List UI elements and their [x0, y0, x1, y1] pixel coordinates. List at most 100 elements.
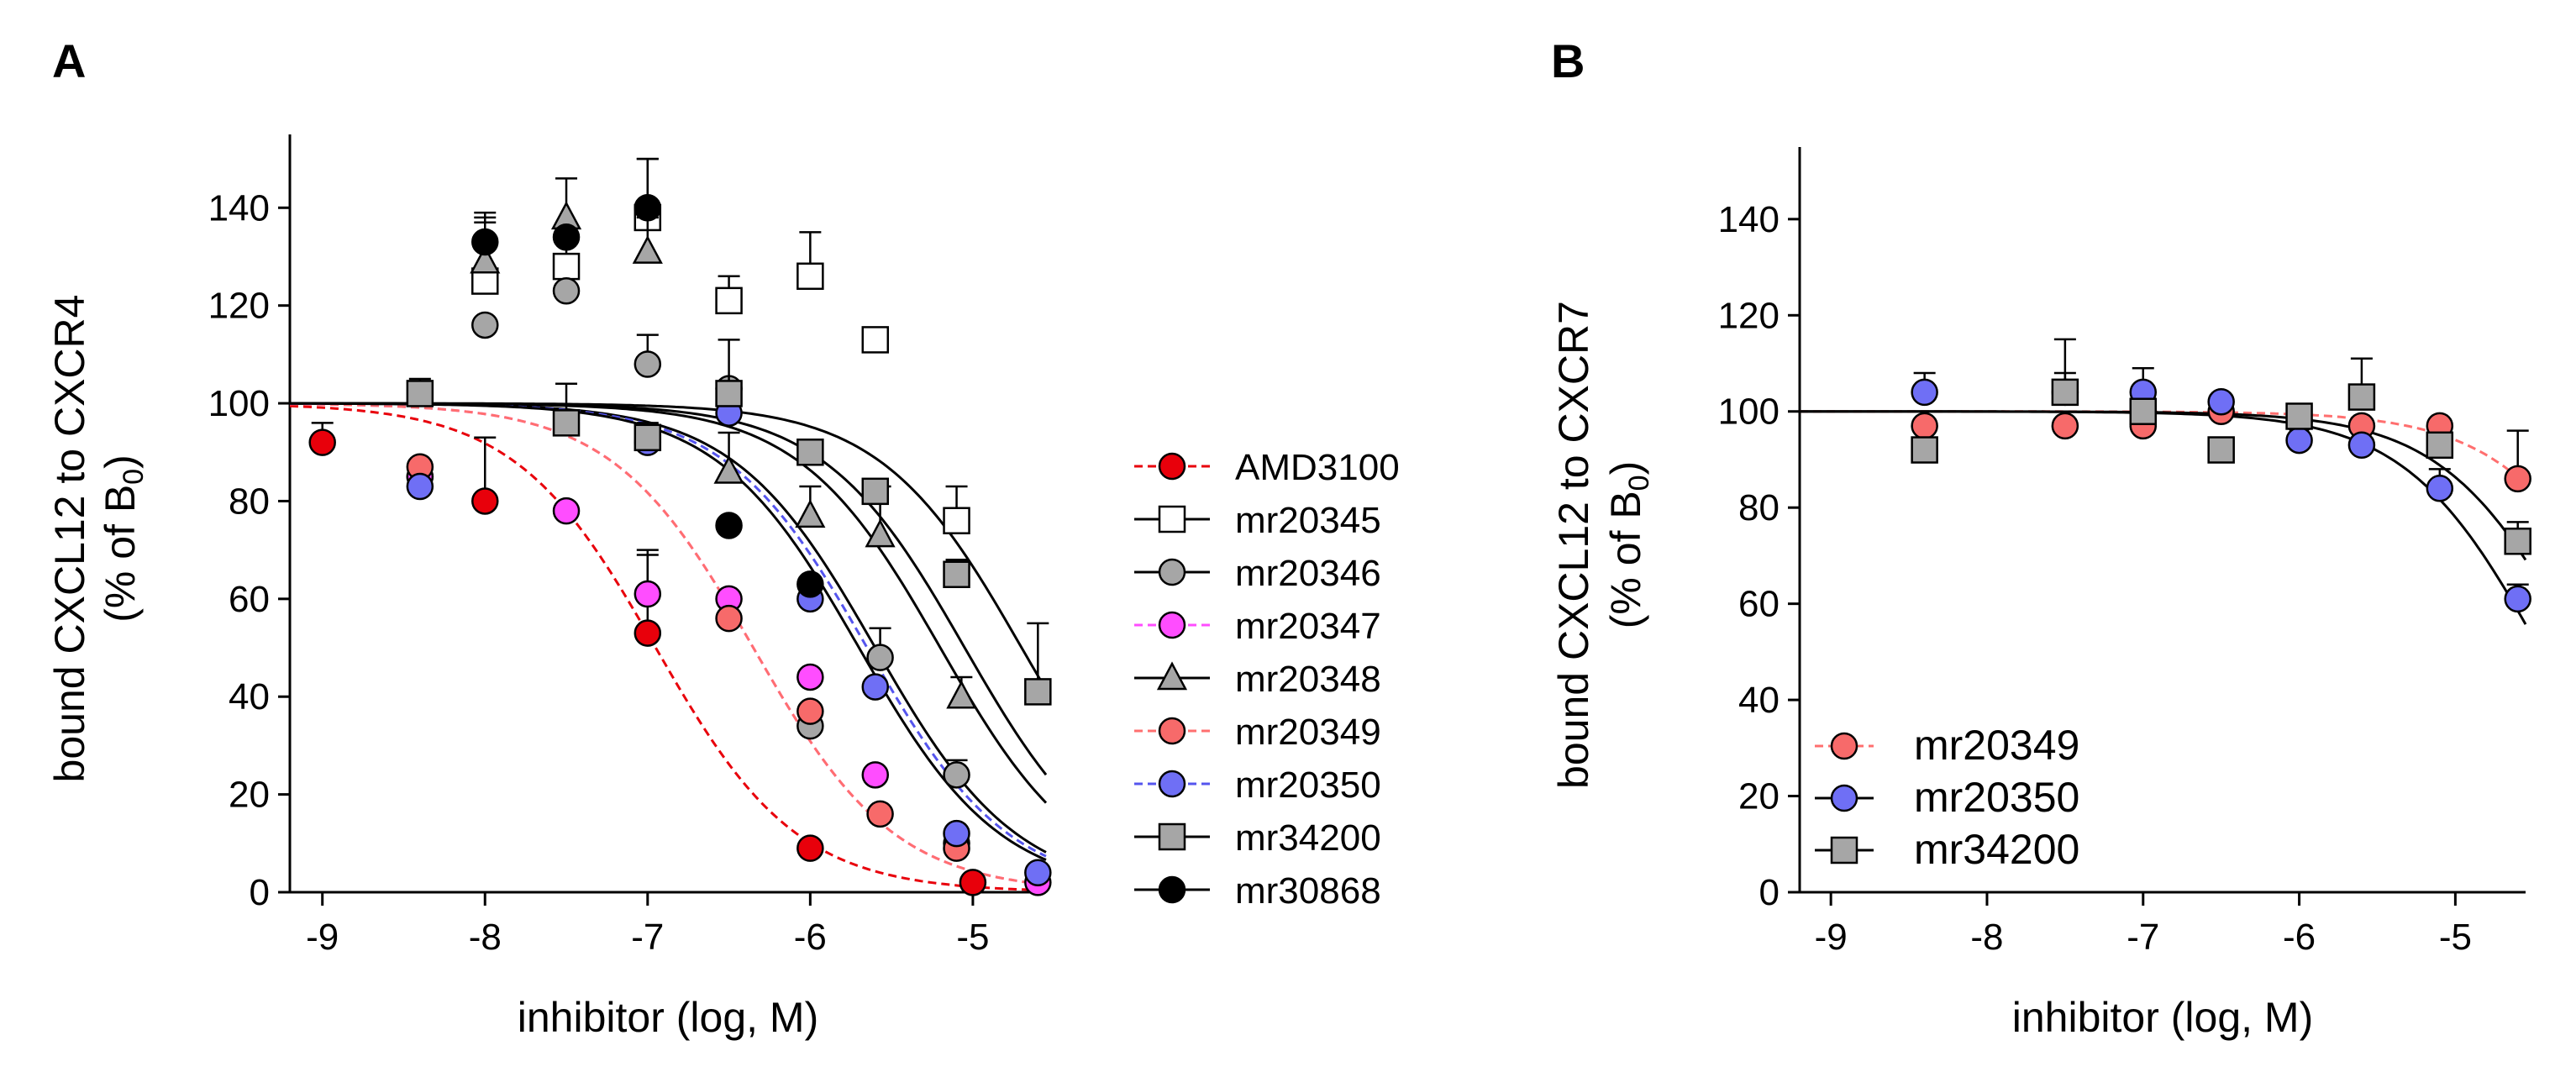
y-tick-label-b: 40	[1738, 680, 1780, 721]
data-point-mr20350-b	[2504, 585, 2531, 613]
data-point-mr34200-b	[2285, 402, 2313, 430]
legend-marker-mr20345-a	[1158, 505, 1186, 533]
data-point-mr20350-b	[2207, 388, 2235, 416]
data-point-mr20349-a	[715, 604, 743, 633]
data-point-mr20348-a	[470, 244, 501, 274]
fit-curve-mr20350-b	[1800, 410, 2527, 625]
x-tick-label-a: -9	[306, 917, 339, 958]
x-tick-label-a: -8	[469, 917, 502, 958]
y-tick-label-a: 80	[229, 481, 270, 522]
x-tick-label-a: -6	[794, 917, 827, 958]
data-point-amd3100-a	[471, 487, 499, 515]
fit-curve-mr20345-a	[290, 402, 1048, 691]
fit-curve-mr20346-a	[290, 402, 1047, 854]
legend-label-mr20350-a: mr20350	[1235, 765, 1381, 806]
fit-curve-mr34200-b	[1800, 410, 2527, 561]
panel-label-a: A	[52, 34, 86, 87]
data-point-mr34200-b	[2504, 528, 2531, 555]
legend-label-mr34200-a: mr34200	[1235, 817, 1381, 859]
fit-curve-amd3100-a	[289, 404, 1047, 892]
fit-curve-mr20349-b	[1800, 410, 2526, 486]
data-point-mr30868-a	[471, 228, 499, 256]
data-point-mr20346-a	[866, 644, 894, 671]
data-point-mr20348-a	[946, 680, 977, 709]
data-point-mr30868-a	[552, 223, 581, 251]
data-point-mr20345-a	[796, 262, 824, 291]
data-point-mr34200-b	[2129, 397, 2158, 425]
y-tick-label-b: 20	[1738, 776, 1780, 817]
data-point-mr34200-b	[2051, 378, 2079, 407]
fit-curve-mr20350-a	[290, 402, 1047, 858]
data-point-mr20346-a	[633, 350, 662, 378]
legend-marker-mr30868-a	[1158, 875, 1186, 904]
data-point-mr34200-a	[861, 477, 890, 506]
y-tick-label-a: 120	[208, 286, 270, 327]
data-point-mr34200-a	[633, 423, 662, 452]
data-point-mr34200-b	[2426, 431, 2454, 460]
legend-label-mr30868-a: mr30868	[1235, 870, 1381, 912]
y-tick-label-b: 80	[1738, 487, 1780, 528]
data-point-mr20350-a	[1024, 859, 1052, 886]
y-tick-label-b: 140	[1718, 199, 1780, 240]
legend-marker-mr20347-a	[1158, 611, 1186, 639]
data-point-amd3100-a	[796, 834, 824, 862]
data-point-mr34200-a	[943, 560, 970, 588]
data-point-amd3100-a	[308, 428, 336, 456]
data-point-mr30868-a	[715, 512, 743, 539]
legend-label-mr20349-a: mr20349	[1235, 712, 1381, 753]
y-tick-label-b: 120	[1718, 295, 1780, 336]
data-point-amd3100-a	[633, 619, 662, 647]
data-point-mr34200-a	[796, 439, 824, 466]
data-point-mr20350-a	[406, 472, 434, 501]
data-point-mr34200-a	[715, 380, 743, 407]
data-point-mr20347-a	[633, 580, 662, 608]
data-point-mr20349-b	[2051, 412, 2079, 440]
x-tick-label-b: -5	[2439, 917, 2472, 958]
fit-curve-mr20349-a	[290, 402, 1047, 886]
data-point-mr20348-a	[632, 235, 663, 264]
chart-panel-b: 0 20 40 60 80 100 120 140 -9 -8 -7 -6 -5 inhibitor (l…	[1550, 147, 2531, 1041]
x-tick-label-b: -9	[1815, 917, 1848, 958]
legend-label-mr20350-b: mr20350	[1914, 774, 2079, 821]
y-axis-subtitle-a: (% of B0)	[97, 455, 150, 623]
data-point-mr30868-a	[796, 570, 824, 598]
legend-label-mr20346-a: mr20346	[1235, 553, 1381, 594]
data-point-mr20349-a	[796, 697, 824, 725]
data-point-mr34200-a	[1024, 678, 1052, 706]
data-point-mr20349-b	[1911, 412, 1938, 440]
data-point-mr20345-a	[552, 252, 581, 281]
legend-marker-mr20350-b	[1830, 784, 1858, 812]
data-point-mr20348-a	[795, 499, 826, 528]
legend-label-mr20349-b: mr20349	[1914, 722, 2079, 769]
data-point-mr20346-a	[943, 761, 970, 789]
y-axis-title-a: bound CXCL12 to CXCR4	[46, 295, 93, 783]
y-tick-label-a: 40	[229, 676, 270, 717]
data-point-mr20350-b	[2347, 431, 2376, 460]
data-point-mr20347-a	[796, 663, 824, 691]
legend-label-mr20347-a: mr20347	[1235, 606, 1381, 647]
x-tick-label-a: -7	[631, 917, 664, 958]
data-point-mr20349-b	[2504, 465, 2531, 493]
fit-curve-mr30868-a	[289, 402, 1047, 861]
x-axis-title-a: inhibitor (log, M)	[518, 994, 818, 1041]
data-point-mr20350-a	[943, 819, 970, 848]
legend-marker-mr20346-a	[1158, 558, 1186, 586]
y-axis-subtitle-b: (% of B0)	[1602, 461, 1655, 629]
data-point-mr34200-b	[2347, 383, 2376, 411]
x-tick-label-b: -8	[1970, 917, 2003, 958]
legend-label-mr20348-a: mr20348	[1235, 659, 1381, 700]
data-point-amd3100-a	[959, 869, 987, 896]
x-tick-label-b: -6	[2283, 917, 2316, 958]
y-tick-label-a: 100	[208, 383, 270, 424]
data-point-mr20349-a	[866, 800, 894, 828]
data-point-mr20350-a	[861, 673, 890, 701]
x-axis-title-b: inhibitor (log, M)	[2012, 994, 2313, 1041]
y-tick-label-b: 60	[1738, 584, 1780, 625]
data-point-mr20347-a	[861, 761, 890, 789]
y-tick-label-a: 0	[250, 872, 270, 913]
data-point-mr30868-a	[633, 194, 662, 222]
data-point-mr34200-a	[406, 380, 434, 407]
data-point-mr20347-a	[552, 497, 581, 525]
fit-curve-mr20347-a	[290, 402, 1047, 886]
